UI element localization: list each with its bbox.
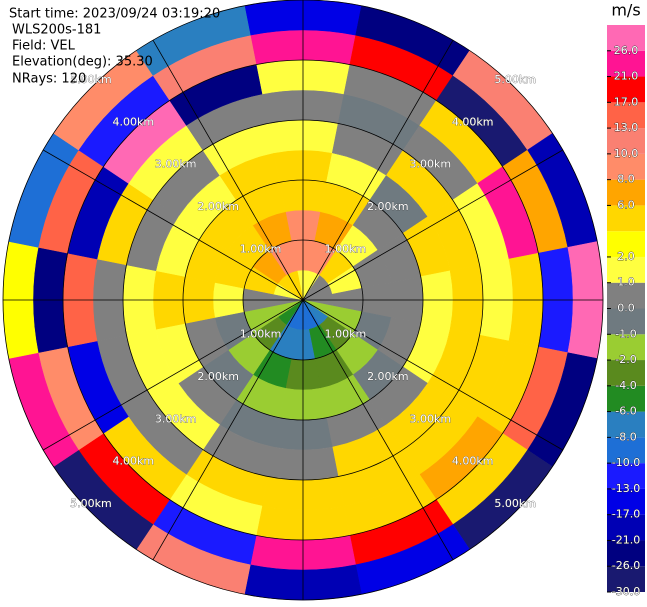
colorbar-unit: m/s — [611, 1, 640, 20]
start-time: Start time: 2023/09/24 03:19:20 — [9, 7, 220, 22]
ring-label: 5.00km — [494, 73, 536, 86]
colorbar-tick-label: -17.0 — [612, 508, 640, 521]
colorbar-tick-label: -1.0 — [615, 327, 636, 340]
ring-label: 2.00km — [197, 370, 239, 383]
colorbar-tick-label: 2.0 — [617, 250, 635, 263]
colorbar-segment — [607, 385, 645, 412]
colorbar-tick-label: -8.0 — [615, 430, 636, 443]
colorbar-segment — [607, 282, 645, 309]
spoke — [302, 299, 454, 561]
spoke — [152, 39, 304, 301]
colorbar-segment — [607, 566, 645, 592]
spoke — [152, 299, 304, 561]
ring-label: 1.00km — [240, 327, 282, 340]
range-ring — [182, 179, 424, 421]
colorbar-segment — [607, 76, 645, 103]
spoke — [302, 149, 564, 301]
colorbar-segment — [607, 153, 645, 180]
field-name: Field: VEL — [12, 39, 76, 54]
colorbar-segment — [607, 102, 645, 129]
ring-label: 1.00km — [325, 243, 367, 256]
ring-label: 2.00km — [367, 370, 409, 383]
ring-label: 5.00km — [70, 73, 112, 86]
spoke — [42, 299, 304, 451]
colorbar-segment — [607, 488, 645, 515]
colorbar-tick-label: -10.0 — [612, 456, 640, 469]
colorbar-segment — [607, 463, 645, 489]
ring-label: 1.00km — [325, 327, 367, 340]
colorbar-tick-label: -6.0 — [615, 405, 636, 418]
range-ring — [122, 119, 484, 481]
ring-label: 4.00km — [452, 455, 494, 468]
colorbar-segment — [607, 437, 645, 464]
colorbar-segment — [607, 205, 645, 232]
ring-label: 4.00km — [452, 115, 494, 128]
colorbar-tick-label: 26.0 — [614, 44, 639, 57]
range-overlay: 1.00km 1.00km 1.00km 1.00km 2.00km 2.00km 2.00… — [2, 0, 604, 601]
range-ring — [242, 239, 364, 361]
instrument: WLS200s-181 — [12, 23, 101, 38]
ring-label: 1.00km — [240, 243, 282, 256]
colorbar-tick-label: 10.0 — [614, 147, 639, 160]
ring-label: 2.00km — [367, 200, 409, 213]
ring-label: 4.00km — [113, 455, 155, 468]
ring-label: 3.00km — [155, 412, 197, 425]
range-ring — [62, 59, 544, 541]
elevation: Elevation(deg): 35.30 — [12, 55, 153, 70]
colorbar-segment — [607, 179, 645, 206]
ring-label: 4.00km — [113, 115, 155, 128]
ring-label: 5.00km — [70, 497, 112, 510]
nrays: NRays: 120 — [12, 72, 86, 87]
colorbar-tick-label: 1.0 — [617, 276, 635, 289]
colorbar-segment — [607, 128, 645, 154]
colorbar-tick-label: -4.0 — [615, 379, 636, 392]
colorbar-tick-label: -21.0 — [612, 533, 640, 546]
colorbar-segment — [607, 50, 645, 77]
colorbar-tick-label: 0.0 — [617, 302, 635, 315]
spoke — [302, 39, 454, 301]
ring-label: 5.00km — [494, 497, 536, 510]
ring-label: 2.00km — [197, 200, 239, 213]
colorbar-tick-label: 17.0 — [614, 95, 639, 108]
ring-label: 3.00km — [409, 412, 451, 425]
colorbar-tick-label: -2.0 — [615, 353, 636, 366]
colorbar-segment — [607, 411, 645, 438]
ring-label: 3.00km — [155, 158, 197, 171]
ring-label: 3.00km — [409, 158, 451, 171]
colorbar-tick-label: 13.0 — [614, 121, 639, 134]
colorbar-segment — [607, 308, 645, 335]
colorbar: -30.0 -26.0 -21.0 -17.0 -13.0 -10.0 -8.0 -6.0 -4… — [607, 25, 645, 598]
spoke — [42, 149, 304, 301]
colorbar-segment — [607, 231, 645, 257]
colorbar-tick-label: -13.0 — [612, 482, 640, 495]
colorbar-segment — [607, 540, 645, 567]
colorbar-segment — [607, 334, 645, 361]
colorbar-segment — [607, 514, 645, 541]
colorbar-tick-label: 6.0 — [617, 198, 635, 211]
colorbar-segment — [607, 25, 645, 51]
colorbar-tick-label: 8.0 — [617, 173, 635, 186]
colorbar-tick-label: -30.0 — [612, 585, 640, 598]
colorbar-tick-label: 21.0 — [614, 70, 639, 83]
colorbar-tick-label: -26.0 — [612, 559, 640, 572]
colorbar-segment — [607, 256, 645, 283]
spoke — [302, 299, 564, 451]
range-ring — [2, 0, 604, 601]
colorbar-segment — [607, 360, 645, 386]
